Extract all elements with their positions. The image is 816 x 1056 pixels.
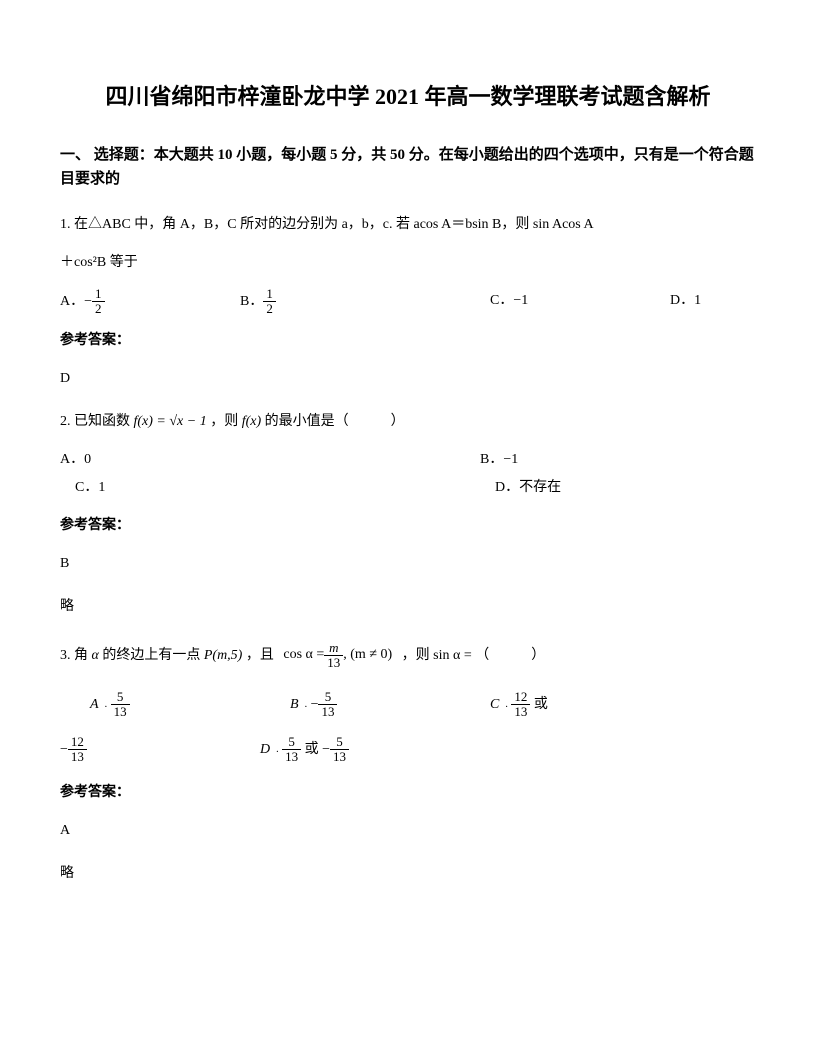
cos-cond: , (m ≠ 0) (343, 641, 392, 669)
q3-options-row2: − 12 13 D . 5 13 或 − 5 13 (60, 735, 756, 765)
denominator: 13 (282, 750, 301, 764)
q3-option-a: A . 5 13 (90, 690, 290, 720)
q3-option-c-cont: − 12 13 (60, 735, 260, 765)
dot-icon: . (105, 695, 108, 715)
question-3: 3. 角 α 的终边上有一点 P(m,5) ，且 cos α = m 13 , … (60, 641, 756, 889)
q3-text-5: （ ） (475, 648, 545, 663)
cos-pre: cos α = (283, 641, 324, 669)
q2-text: 2. 已知函数 f(x) = √x − 1 ，则 f(x) 的最小值是（ ） (60, 408, 756, 436)
q3-option-c: C . 12 13 或 (490, 690, 640, 720)
denominator: 13 (111, 705, 130, 719)
q2-formula-1: f(x) = √x − 1 (134, 414, 207, 429)
opt-label: A (90, 691, 99, 719)
q3-text-3: ，且 (246, 648, 274, 663)
numerator: 5 (330, 735, 349, 750)
q1-text-line1: 1. 在△ABC 中，角 A，B，C 所对的边分别为 a，b，c. 若 acos… (60, 211, 756, 239)
denominator: 13 (318, 705, 337, 719)
q2-brief: 略 (60, 593, 756, 621)
q1-option-a: A．− 1 2 (60, 287, 240, 317)
q1-opt-b-prefix: B． (240, 288, 263, 316)
q3-answer: A (60, 817, 756, 845)
q2-answer-label: 参考答案： (60, 512, 756, 540)
q2-text-1: 2. 已知函数 (60, 414, 130, 429)
q3-options-row1: A . 5 13 B . − 5 13 C . 12 (60, 690, 756, 720)
q2-formula-2: f(x) (242, 414, 261, 429)
q2-option-b: B．−1 (480, 446, 680, 474)
fraction-icon: 5 13 (111, 690, 130, 720)
denominator: 13 (511, 705, 530, 719)
numerator: 12 (511, 690, 530, 705)
numerator: 5 (111, 690, 130, 705)
q2-options: A．0 B．−1 (60, 446, 756, 474)
q3-text-2: 的终边上有一点 (102, 648, 200, 663)
opt-label: D (260, 736, 270, 764)
or-text: 或 (305, 736, 319, 764)
fraction-icon: 5 13 (318, 690, 337, 720)
or-text: 或 (534, 691, 548, 719)
fraction-icon: m 13 (324, 641, 343, 671)
q3-text-4: ，则 (402, 648, 430, 663)
q2-text-3: 的最小值是（ ） (265, 414, 405, 429)
fraction-icon: 5 13 (330, 735, 349, 765)
opt-label: C (490, 691, 499, 719)
fraction-icon: 1 2 (92, 287, 105, 317)
fraction-icon: 12 13 (511, 690, 530, 720)
denominator: 13 (68, 750, 87, 764)
q1-text-line2: ＋cos²B 等于 (60, 249, 756, 277)
question-2: 2. 已知函数 f(x) = √x − 1 ，则 f(x) 的最小值是（ ） A… (60, 408, 756, 621)
q2-answer: B (60, 550, 756, 578)
q1-option-c: C．−1 (490, 287, 670, 317)
q3-brief: 略 (60, 860, 756, 888)
question-1: 1. 在△ABC 中，角 A，B，C 所对的边分别为 a，b，c. 若 acos… (60, 211, 756, 393)
q1-option-b: B． 1 2 (240, 287, 490, 317)
q2-text-2: ，则 (210, 414, 238, 429)
denominator: 2 (263, 302, 276, 316)
q3-options: A . 5 13 B . − 5 13 C . 12 (60, 690, 756, 764)
q3-answer-label: 参考答案： (60, 779, 756, 807)
q1-options: A．− 1 2 B． 1 2 C．−1 D．1 (60, 287, 756, 317)
fraction-icon: 12 13 (68, 735, 87, 765)
q3-sin: sin α = (433, 648, 472, 663)
q3-point: P(m,5) (204, 648, 243, 663)
q3-cos-formula: cos α = m 13 , (m ≠ 0) (283, 641, 392, 671)
dot-icon: . (505, 695, 508, 715)
numerator: 1 (92, 287, 105, 302)
q3-alpha: α (92, 648, 99, 663)
numerator: 5 (282, 735, 301, 750)
q3-text-1: 3. 角 (60, 648, 88, 663)
q2-options-row2: C．1 D．不存在 (60, 474, 756, 502)
section-header: 一、 选择题：本大题共 10 小题，每小题 5 分，共 50 分。在每小题给出的… (60, 143, 756, 191)
numerator: m (324, 641, 343, 656)
numerator: 12 (68, 735, 87, 750)
opt-label: B (290, 691, 299, 719)
q2-option-a: A．0 (60, 446, 480, 474)
q1-opt-a-prefix: A．− (60, 288, 92, 316)
q3-option-b: B . − 5 13 (290, 690, 490, 720)
document-title: 四川省绵阳市梓潼卧龙中学 2021 年高一数学理联考试题含解析 (60, 80, 756, 113)
dot-icon: . (276, 740, 279, 760)
q3-text: 3. 角 α 的终边上有一点 P(m,5) ，且 cos α = m 13 , … (60, 641, 756, 671)
numerator: 1 (263, 287, 276, 302)
dot-icon: . (305, 695, 308, 715)
denominator: 13 (324, 656, 343, 670)
q2-option-d: D．不存在 (495, 474, 695, 502)
numerator: 5 (318, 690, 337, 705)
q3-option-d: D . 5 13 或 − 5 13 (260, 735, 510, 765)
denominator: 2 (92, 302, 105, 316)
denominator: 13 (330, 750, 349, 764)
q1-option-d: D．1 (670, 287, 750, 317)
q1-answer: D (60, 365, 756, 393)
q1-answer-label: 参考答案： (60, 327, 756, 355)
q2-option-c: C．1 (75, 474, 495, 502)
fraction-icon: 5 13 (282, 735, 301, 765)
fraction-icon: 1 2 (263, 287, 276, 317)
